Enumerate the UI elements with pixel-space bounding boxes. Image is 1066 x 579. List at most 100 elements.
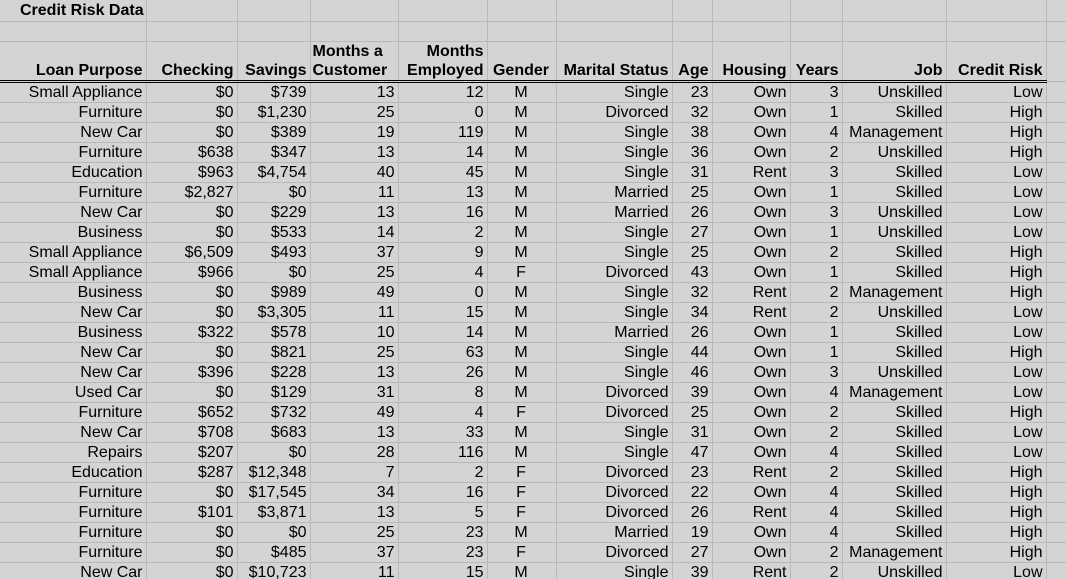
cell: $287 xyxy=(146,462,238,483)
cell: $0 xyxy=(146,102,238,123)
cell: Low xyxy=(946,422,1047,443)
cell: 3 xyxy=(790,81,843,103)
empty-cell xyxy=(1046,142,1066,163)
cell: Furniture xyxy=(0,542,147,563)
cell: Single xyxy=(556,422,673,443)
cell: 13 xyxy=(310,502,399,523)
cell: Unskilled xyxy=(842,202,947,223)
cell: New Car xyxy=(0,342,147,363)
cell: Married xyxy=(556,202,673,223)
cell: $989 xyxy=(237,282,311,303)
cell: 31 xyxy=(672,422,713,443)
cell: M xyxy=(487,342,557,363)
cell: Single xyxy=(556,342,673,363)
header-row: Loan Purpose Checking Savings Months a Cust… xyxy=(0,41,1066,83)
cell: M xyxy=(487,142,557,163)
cell: 40 xyxy=(310,162,399,183)
cell: Single xyxy=(556,442,673,463)
cell: $0 xyxy=(146,81,238,103)
cell: 13 xyxy=(398,182,488,203)
cell: 8 xyxy=(398,382,488,403)
data-row: New Car $708 $683 13 33 M Single 31 Own 2 Skilled L… xyxy=(0,422,1066,443)
cell: Skilled xyxy=(842,182,947,203)
cell: $0 xyxy=(237,442,311,463)
cell: $0 xyxy=(146,482,238,503)
cell: $322 xyxy=(146,322,238,343)
data-row: Small Appliance $6,509 $493 37 9 M Single 25 Own… xyxy=(0,242,1066,263)
cell: Unskilled xyxy=(842,142,947,163)
cell: 23 xyxy=(398,542,488,563)
column-header: Savings xyxy=(237,41,311,83)
empty-cell xyxy=(1046,362,1066,383)
cell: 2 xyxy=(790,542,843,563)
cell: 10 xyxy=(310,322,399,343)
cell: $739 xyxy=(237,81,311,103)
cell: 2 xyxy=(398,222,488,243)
cell: 3 xyxy=(790,162,843,183)
cell: 32 xyxy=(672,282,713,303)
data-row: Education $287 $12,348 7 2 F Divorced 23 Rent 2 Sk… xyxy=(0,462,1066,483)
cell: 44 xyxy=(672,342,713,363)
cell: 31 xyxy=(310,382,399,403)
cell: Single xyxy=(556,81,673,103)
cell: Furniture xyxy=(0,522,147,543)
cell: Low xyxy=(946,562,1047,579)
cell: $207 xyxy=(146,442,238,463)
cell: $821 xyxy=(237,342,311,363)
cell: $1,230 xyxy=(237,102,311,123)
empty-cell xyxy=(1046,242,1066,263)
cell: 4 xyxy=(398,402,488,423)
cell: F xyxy=(487,482,557,503)
cell: 16 xyxy=(398,202,488,223)
cell: 39 xyxy=(672,382,713,403)
cell: $0 xyxy=(146,342,238,363)
cell: $963 xyxy=(146,162,238,183)
column-header: Credit Risk xyxy=(946,41,1047,83)
cell: Divorced xyxy=(556,102,673,123)
cell: Management xyxy=(842,542,947,563)
cell: 2 xyxy=(790,142,843,163)
cell: 47 xyxy=(672,442,713,463)
cell: 27 xyxy=(672,222,713,243)
cell: High xyxy=(946,402,1047,423)
data-row: Business $0 $989 49 0 M Single 32 Rent 2 Managemen… xyxy=(0,282,1066,303)
column-header: Marital Status xyxy=(556,41,673,83)
cell: M xyxy=(487,302,557,323)
cell: M xyxy=(487,362,557,383)
cell: Management xyxy=(842,122,947,143)
cell: High xyxy=(946,262,1047,283)
data-row: New Car $0 $389 19 119 M Single 38 Own 4 Managemen… xyxy=(0,122,1066,143)
cell: $3,871 xyxy=(237,502,311,523)
cell: Own xyxy=(712,542,791,563)
cell: 13 xyxy=(310,362,399,383)
cell: 36 xyxy=(672,142,713,163)
cell: 4 xyxy=(790,442,843,463)
cell: Furniture xyxy=(0,142,147,163)
cell: 3 xyxy=(790,362,843,383)
cell: High xyxy=(946,522,1047,543)
cell: 4 xyxy=(790,382,843,403)
cell: 2 xyxy=(790,282,843,303)
cell: Skilled xyxy=(842,442,947,463)
cell: $2,827 xyxy=(146,182,238,203)
cell: $396 xyxy=(146,362,238,383)
empty-cell xyxy=(1046,502,1066,523)
cell: Own xyxy=(712,362,791,383)
cell: $0 xyxy=(146,382,238,403)
cell: 1 xyxy=(790,322,843,343)
cell: New Car xyxy=(0,422,147,443)
cell: 4 xyxy=(790,122,843,143)
cell: Rent xyxy=(712,162,791,183)
empty-cell xyxy=(1046,422,1066,443)
cell: Own xyxy=(712,182,791,203)
cell: 19 xyxy=(672,522,713,543)
cell: 16 xyxy=(398,482,488,503)
cell: F xyxy=(487,462,557,483)
cell: 11 xyxy=(310,302,399,323)
cell: 49 xyxy=(310,282,399,303)
data-row: Furniture $101 $3,871 13 5 F Divorced 26 Rent 4 Sk… xyxy=(0,502,1066,523)
cell: $129 xyxy=(237,382,311,403)
cell: Own xyxy=(712,262,791,283)
cell: High xyxy=(946,142,1047,163)
cell: High xyxy=(946,482,1047,503)
